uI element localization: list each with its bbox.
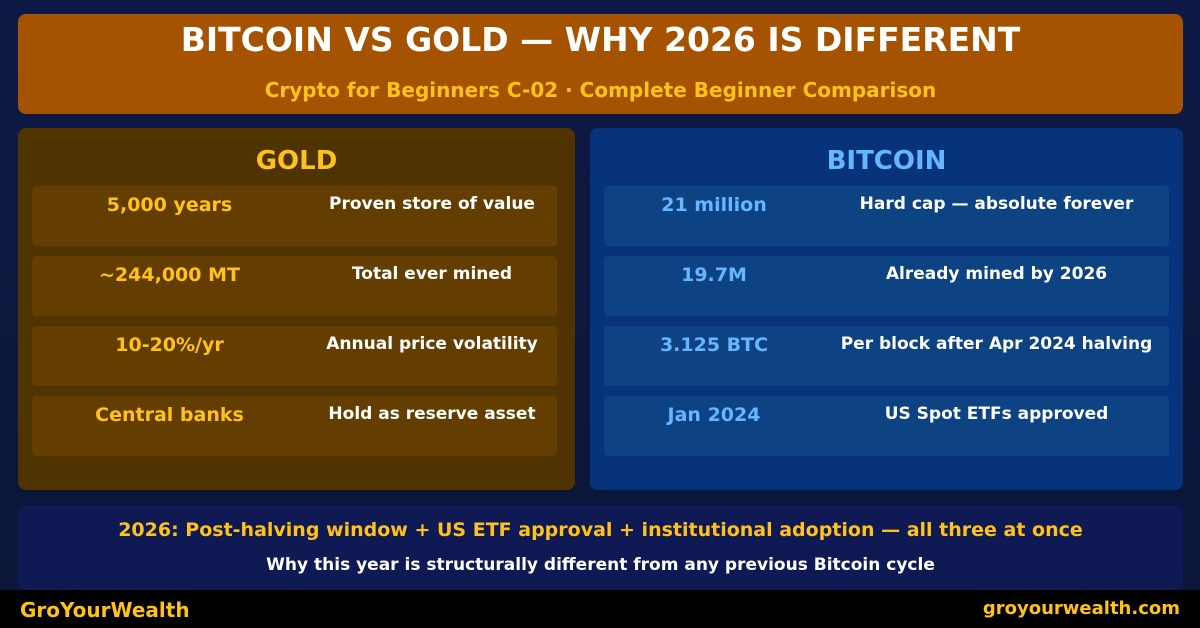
- stat-label: Total ever mined: [351, 264, 513, 284]
- stat-label: Per block after Apr 2024 halving: [840, 334, 1153, 354]
- stat-row: 21 million Hard cap — absolute forever: [604, 186, 1169, 246]
- brand: GroYourWealth: [20, 598, 190, 622]
- stat-value: 3.125 BTC: [659, 334, 769, 356]
- summary: 2026: Post-halving window + US ETF appro…: [18, 505, 1183, 590]
- stat-row: Jan 2024 US Spot ETFs approved: [604, 396, 1169, 456]
- gold-panel: GOLD 5,000 years Proven store of value ~24…: [18, 128, 575, 490]
- summary-subline: Why this year is structurally different …: [266, 555, 935, 575]
- stat-value: 5,000 years: [106, 194, 233, 216]
- panel-title: GOLD: [255, 146, 338, 176]
- stat-value: Jan 2024: [667, 404, 761, 426]
- stat-value: 21 million: [661, 194, 767, 216]
- title: BITCOIN VS GOLD — WHY 2026 IS DIFFERENT: [180, 20, 1021, 59]
- stat-label: US Spot ETFs approved: [884, 404, 1109, 424]
- bitcoin-panel: BITCOIN 21 million Hard cap — absolute fo…: [590, 128, 1183, 490]
- stat-row: 3.125 BTC Per block after Apr 2024 halvin…: [604, 326, 1169, 386]
- stat-label: Proven store of value: [329, 194, 535, 214]
- footer: GroYourWealth groyourwealth.com: [0, 590, 1200, 628]
- subtitle: Crypto for Beginners C-02 · Complete Beg…: [264, 78, 937, 102]
- summary-headline: 2026: Post-halving window + US ETF appro…: [118, 519, 1083, 541]
- panel-title: BITCOIN: [826, 146, 947, 176]
- stat-label: Hold as reserve asset: [328, 404, 536, 424]
- stat-row: Central banks Hold as reserve asset: [32, 396, 557, 456]
- stat-label: Hard cap — absolute forever: [859, 194, 1134, 214]
- stat-value: 19.7M: [681, 264, 747, 286]
- stat-row: ~244,000 MT Total ever mined: [32, 256, 557, 316]
- url: groyourwealth.com: [982, 598, 1180, 619]
- stat-value: 10-20%/yr: [115, 334, 224, 356]
- header: BITCOIN VS GOLD — WHY 2026 IS DIFFERENT …: [18, 14, 1183, 114]
- stat-label: Annual price volatility: [326, 334, 538, 354]
- stat-row: 10-20%/yr Annual price volatility: [32, 326, 557, 386]
- stat-label: Already mined by 2026: [885, 264, 1108, 284]
- stat-value: Central banks: [95, 404, 244, 426]
- stat-row: 19.7M Already mined by 2026: [604, 256, 1169, 316]
- stat-row: 5,000 years Proven store of value: [32, 186, 557, 246]
- stat-value: ~244,000 MT: [99, 264, 240, 286]
